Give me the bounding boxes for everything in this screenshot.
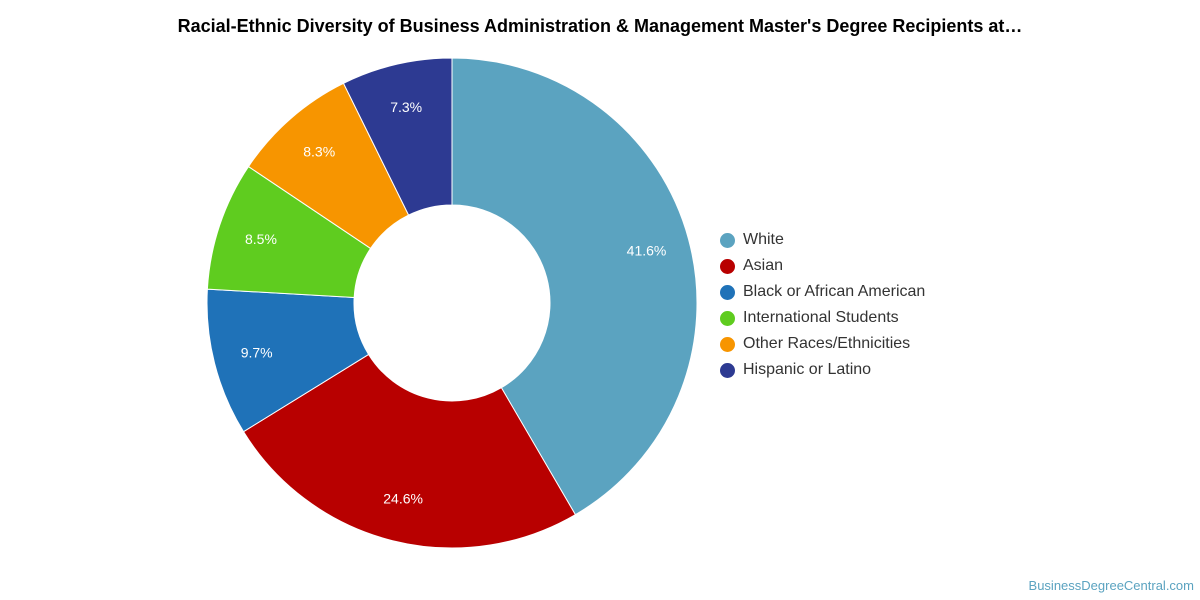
slice-label-other-races-ethnicities: 8.3%	[303, 143, 335, 159]
slice-label-white: 41.6%	[627, 242, 667, 258]
legend-label: Asian	[743, 257, 784, 274]
legend-item-asian[interactable]: Asian	[720, 253, 925, 279]
legend-label: International Students	[743, 309, 899, 326]
legend-item-black-or-african-american[interactable]: Black or African American	[720, 279, 925, 305]
watermark: BusinessDegreeCentral.com	[1028, 578, 1194, 593]
slice-label-asian: 24.6%	[383, 490, 423, 506]
legend-swatch	[720, 232, 735, 248]
legend-item-hispanic-or-latino[interactable]: Hispanic or Latino	[720, 357, 925, 383]
slice-label-hispanic-or-latino: 7.3%	[390, 99, 422, 115]
legend-swatch	[720, 284, 735, 300]
legend-swatch	[720, 336, 735, 352]
legend-label: Other Races/Ethnicities	[743, 335, 911, 352]
legend-swatch	[720, 258, 735, 274]
chart-legend: White Asian Black or African American Inter…	[720, 227, 925, 383]
legend-swatch	[720, 310, 735, 326]
legend-label: Hispanic or Latino	[743, 361, 872, 378]
legend-swatch	[720, 362, 735, 378]
slice-label-international-students: 8.5%	[245, 231, 277, 247]
legend-label: Black or African American	[743, 283, 926, 300]
legend-item-other-races-ethnicities[interactable]: Other Races/Ethnicities	[720, 331, 925, 357]
legend-item-international-students[interactable]: International Students	[720, 305, 925, 331]
pie-slice-hispanic-or-latino	[342, 57, 453, 216]
slice-label-black-or-african-american: 9.7%	[241, 344, 273, 360]
chart-title: Racial-Ethnic Diversity of Business Admi…	[177, 16, 1023, 36]
legend-label: White	[743, 231, 784, 248]
pie-slice-asian	[242, 353, 577, 549]
legend-item-white[interactable]: White	[720, 227, 925, 253]
pie-slice-white	[451, 57, 698, 516]
